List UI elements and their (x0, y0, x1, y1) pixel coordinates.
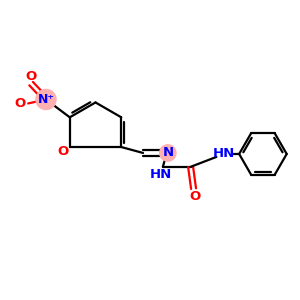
Text: O: O (15, 97, 26, 110)
Text: N: N (162, 146, 173, 160)
Text: O: O (57, 146, 68, 158)
Text: N⁺: N⁺ (38, 93, 55, 106)
Text: O: O (26, 70, 37, 83)
Text: HN: HN (213, 148, 236, 160)
Text: HN: HN (150, 168, 172, 181)
Text: O: O (189, 190, 200, 203)
